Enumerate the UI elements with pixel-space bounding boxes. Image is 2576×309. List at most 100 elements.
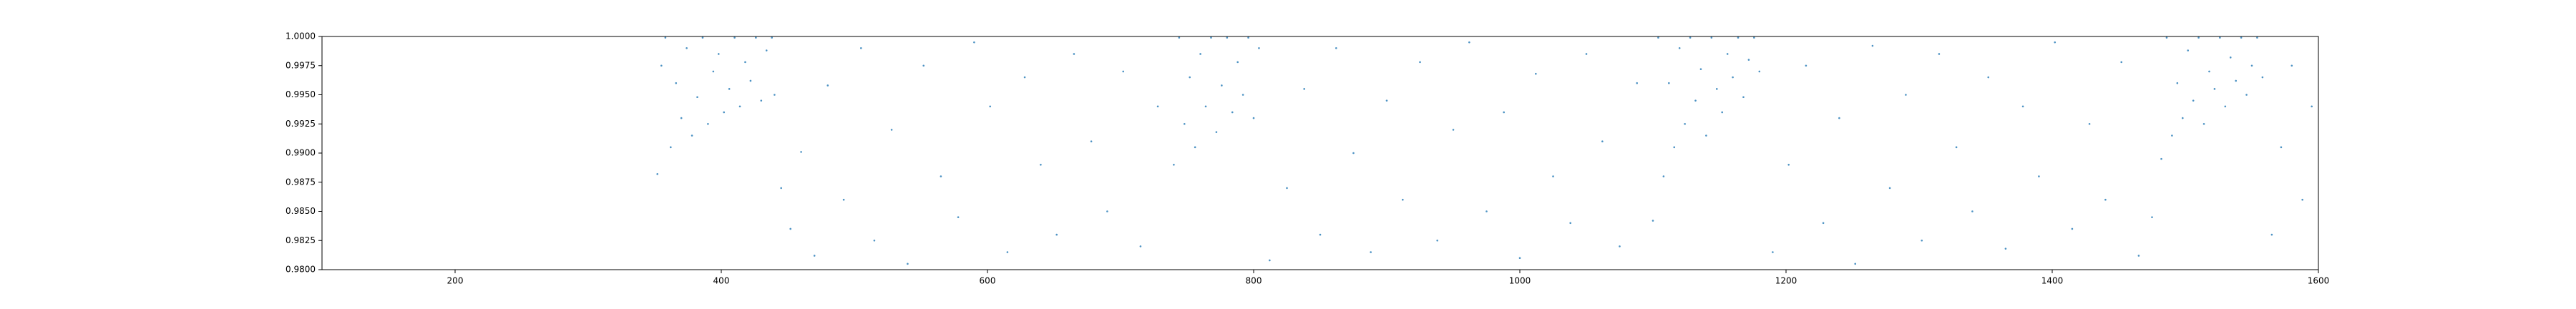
point [1585,53,1588,55]
point [989,105,992,108]
point [733,36,736,39]
point [1955,146,1958,149]
x-tick-label: 1000 [1509,276,1531,286]
point [1822,222,1825,225]
point [1252,117,1255,119]
point [1452,129,1455,131]
point [957,216,960,218]
point [744,61,746,64]
point [738,105,741,108]
point [1871,44,1874,47]
point [1753,36,1755,39]
point [1303,88,1305,90]
point [1006,251,1009,253]
point [1601,140,1604,142]
point [1699,68,1702,70]
point [1787,164,1790,166]
point [1199,53,1201,55]
point [2235,79,2237,82]
point [2038,175,2040,177]
point [1535,72,1537,75]
point [771,36,773,39]
point [2104,198,2107,201]
point [675,82,678,84]
point [1073,53,1075,55]
point [755,36,757,39]
point [2240,36,2243,39]
point [2219,36,2221,39]
point [1737,36,1740,39]
point [1040,164,1042,166]
point [1987,76,1990,79]
point [1194,146,1196,149]
x-tick-label: 1200 [1775,276,1797,286]
y-tick-label: 0.9900 [286,148,316,158]
point [2192,99,2195,102]
point [1678,47,1681,49]
x-tick-label: 1400 [2041,276,2064,286]
y-tick-label: 0.9825 [286,235,316,245]
point [1156,105,1159,108]
point [670,146,672,149]
point [1178,36,1181,39]
point [1090,140,1093,142]
point [717,53,720,55]
point [2202,122,2205,125]
point [2290,64,2293,67]
point [1710,36,1713,39]
point [696,96,698,99]
point [1888,187,1891,190]
point [1705,134,1707,137]
point [1905,94,1907,96]
point [723,111,726,114]
point [1247,36,1249,39]
point [1657,36,1659,39]
y-tick-label: 0.9850 [286,206,316,216]
point [1436,239,1438,242]
point [728,88,731,90]
point [1552,175,1554,177]
point [826,84,829,87]
point [1122,70,1125,73]
point [1204,105,1207,108]
point [664,36,667,39]
point [2137,255,2140,257]
point [1721,111,1724,114]
point [1241,94,1244,96]
x-tick-label: 400 [713,276,730,286]
point [686,47,688,49]
point [774,94,776,96]
point [800,151,802,153]
point [1231,111,1234,114]
point [1236,61,1239,64]
y-tick-label: 0.9925 [286,119,316,129]
x-tick-label: 1600 [2308,276,2330,286]
point [1319,233,1322,236]
point [1854,263,1857,265]
point [712,70,715,73]
point [789,227,792,230]
point [1258,47,1260,49]
point [842,198,845,201]
point [2224,105,2227,108]
point [1210,36,1212,39]
point [1619,245,1621,247]
point [2245,94,2248,96]
point [1503,111,1505,114]
point [1485,210,1488,212]
point [1335,47,1337,49]
point [1938,53,1941,55]
x-tick-label: 600 [980,276,996,286]
point [1673,146,1676,149]
point [1684,122,1686,125]
point [2280,146,2283,149]
point [1971,210,1974,212]
point [1402,198,1404,201]
point [2160,157,2162,160]
point [2311,105,2313,108]
point [1183,122,1186,125]
point [1772,251,1774,253]
y-tick-label: 0.9950 [286,89,316,99]
point [2301,198,2303,201]
point [1221,84,1223,87]
